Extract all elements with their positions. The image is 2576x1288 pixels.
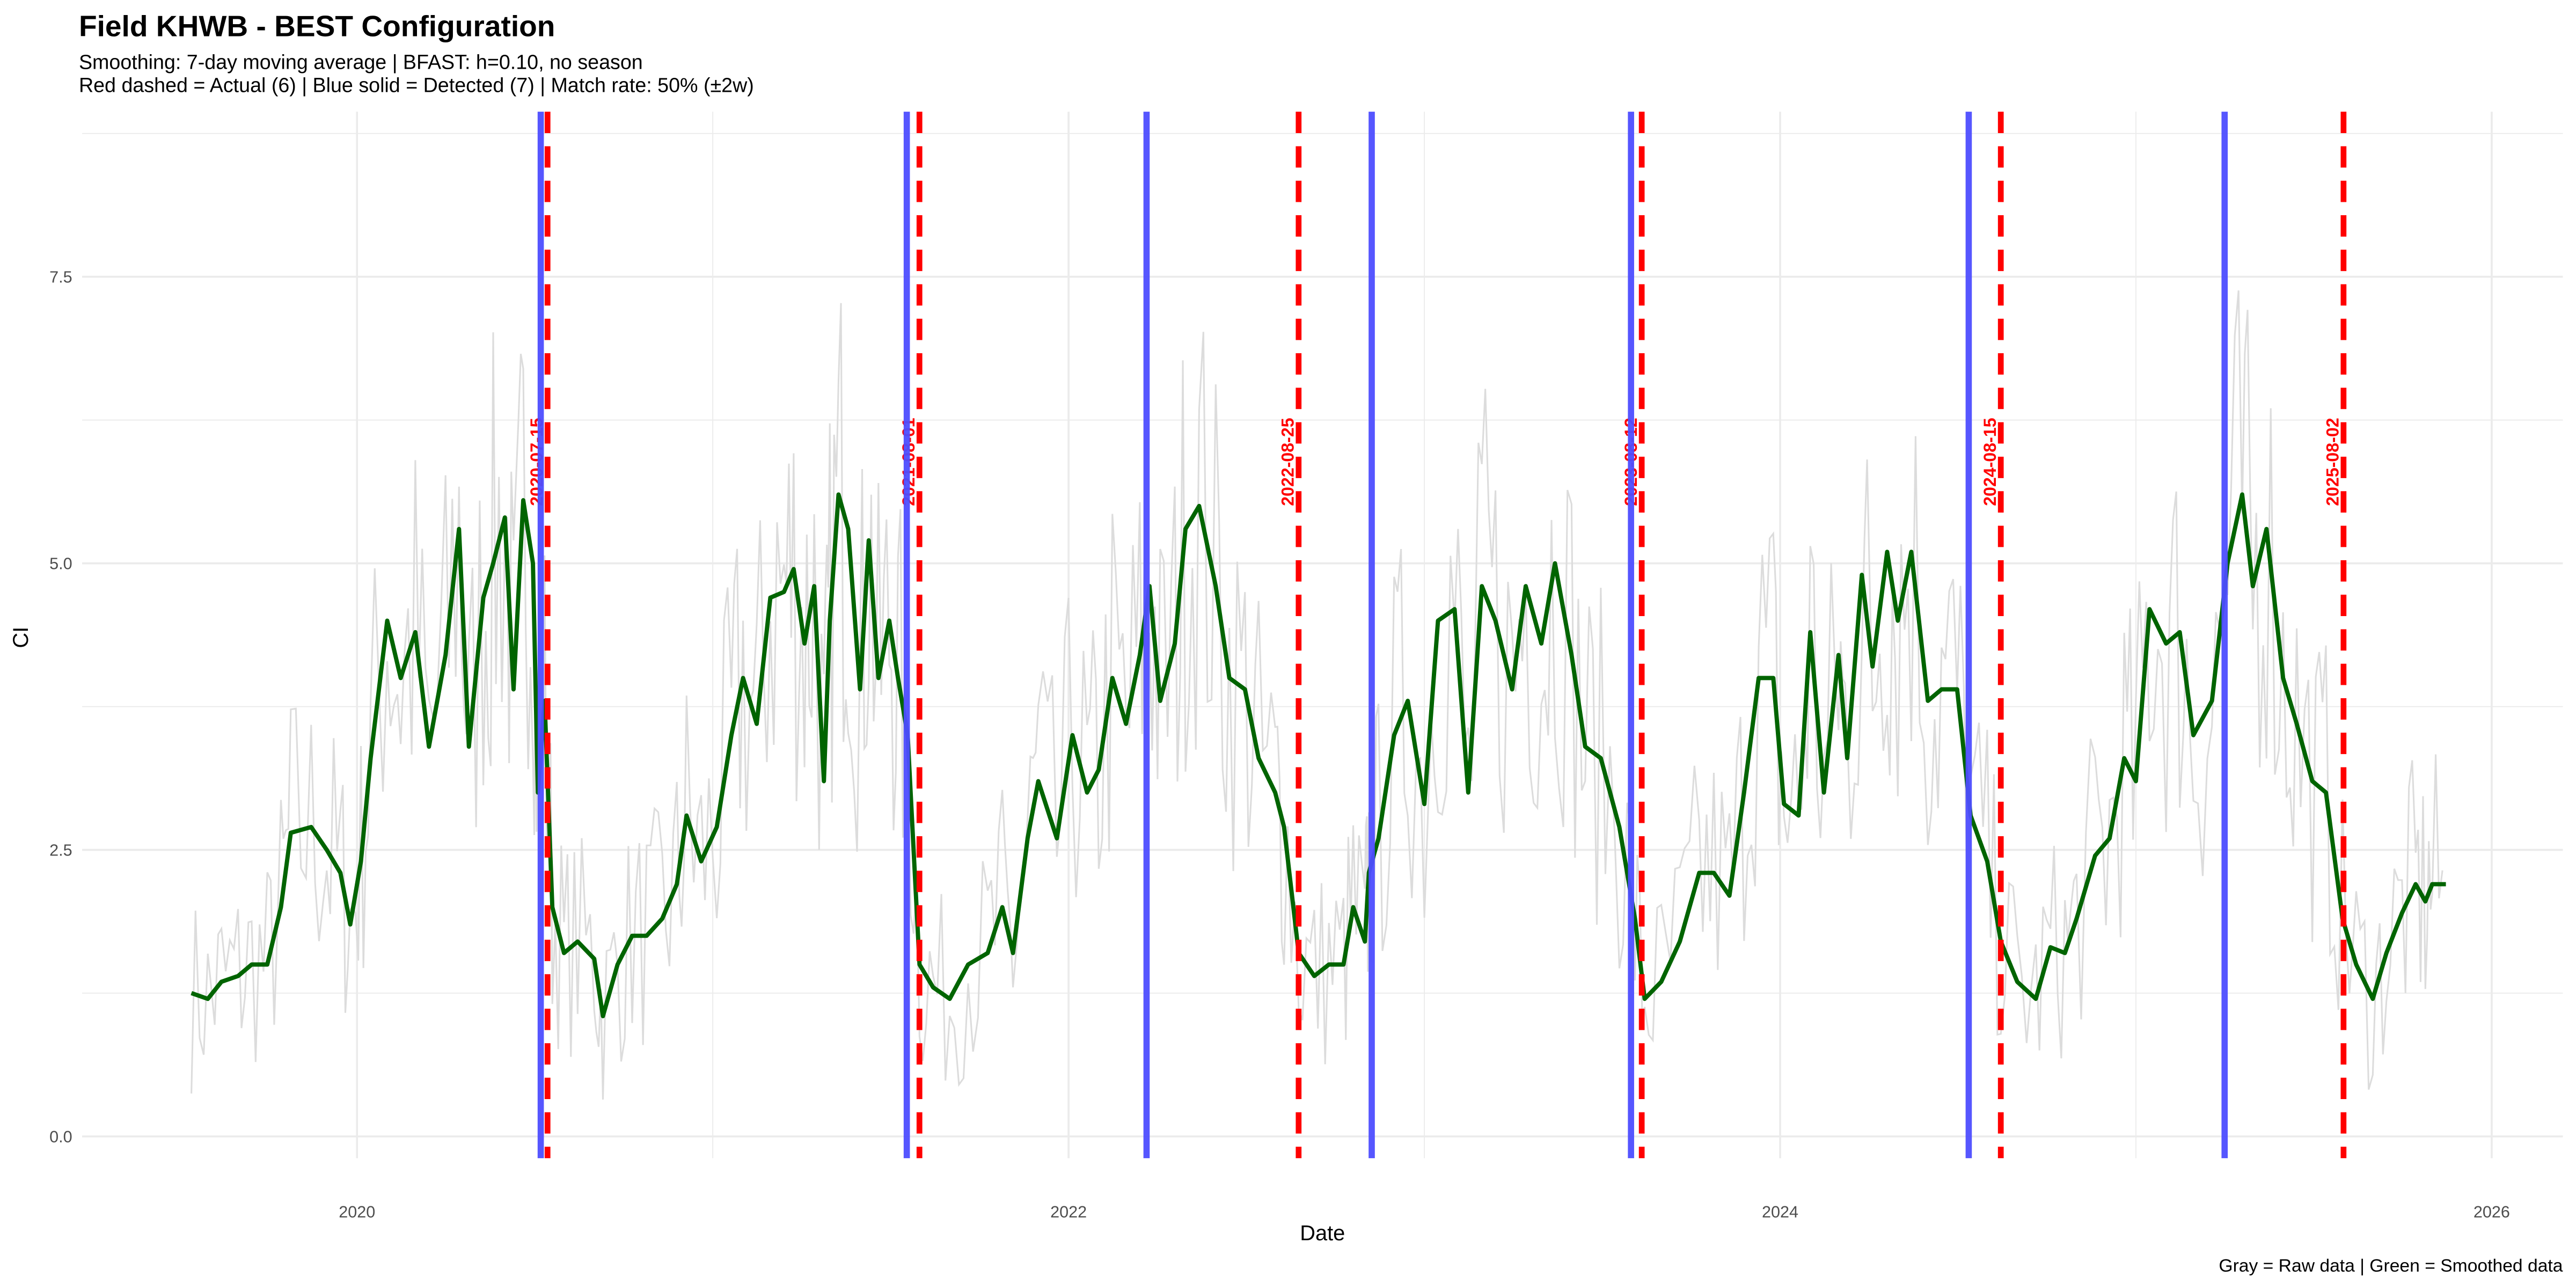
caption: Gray = Raw data | Green = Smoothed data	[2219, 1256, 2563, 1276]
actual-break-label: 2022-08-25	[1278, 418, 1298, 506]
axis-ticks: 0.0 2.5 5.0 7.5 2020 2022 2024 2026	[49, 268, 2510, 1221]
smoothed-data-series	[191, 492, 2446, 1019]
x-tick-label: 2022	[1050, 1203, 1087, 1221]
y-tick-label: 7.5	[49, 268, 72, 286]
raw-data-line	[191, 290, 2443, 1100]
smoothed-data-line	[191, 492, 2446, 1019]
actual-break-label: 2025-08-02	[2323, 418, 2343, 506]
x-tick-label: 2024	[1762, 1203, 1798, 1221]
break-lines: 2020-07-152021-08-012022-08-252023-08-12…	[527, 112, 2347, 1159]
y-tick-label: 2.5	[49, 841, 72, 859]
x-tick-label: 2020	[339, 1203, 375, 1221]
chart-subtitle-line-1: Smoothing: 7-day moving average | BFAST:…	[79, 51, 643, 74]
y-axis-label: CI	[9, 627, 33, 648]
raw-data-series	[191, 290, 2443, 1100]
y-tick-label: 0.0	[49, 1128, 72, 1146]
x-axis-label: Date	[1300, 1221, 1345, 1245]
chart-title: Field KHWB - BEST Configuration	[79, 9, 555, 42]
chart-subtitle-line-2: Red dashed = Actual (6) | Blue solid = D…	[79, 74, 754, 96]
y-tick-label: 5.0	[49, 554, 72, 573]
x-tick-label: 2026	[2473, 1203, 2510, 1221]
actual-break-label: 2024-08-15	[1980, 418, 2000, 506]
